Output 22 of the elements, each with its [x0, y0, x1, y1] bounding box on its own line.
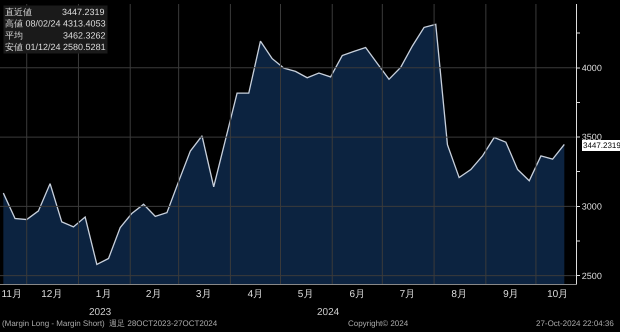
y-tick-label: 2500 — [582, 270, 602, 281]
y-tick-label: 3000 — [582, 202, 602, 212]
text: 27-Oct-2024 22:04:36 — [536, 319, 614, 328]
x-tick-label: 7月 — [400, 289, 416, 300]
text: Copyright© 2024 — [348, 319, 409, 328]
x-tick-label: 8月 — [451, 289, 467, 300]
text: (Margin Long - Margin Short) 週足 28OCT2023-27OCT2024 — [2, 319, 218, 328]
y-tick-label: 3500 — [582, 132, 602, 142]
x-tick-label: 6月 — [350, 289, 366, 300]
text: 2024 — [317, 307, 340, 318]
x-tick-label: 5月 — [298, 289, 314, 300]
annotation: 直近値 3447.2319 高値 08/02/24 4313.4053 平均 3462.3262 安値 01/12/24 2580.5281 — [5, 7, 106, 52]
text: 2023 — [89, 307, 112, 318]
x-tick-label: 3月 — [196, 289, 212, 300]
x-tick-label: 10月 — [547, 289, 568, 300]
x-tick-label: 9月 — [503, 289, 519, 300]
x-tick-label: 4月 — [248, 289, 264, 300]
x-tick-label: 2月 — [146, 289, 162, 300]
x-tick-label: 1月 — [96, 289, 112, 300]
x-tick-label: 11月 — [1, 289, 22, 300]
x-tick-label: 12月 — [41, 289, 62, 300]
y-tick-label: 4000 — [582, 62, 602, 73]
